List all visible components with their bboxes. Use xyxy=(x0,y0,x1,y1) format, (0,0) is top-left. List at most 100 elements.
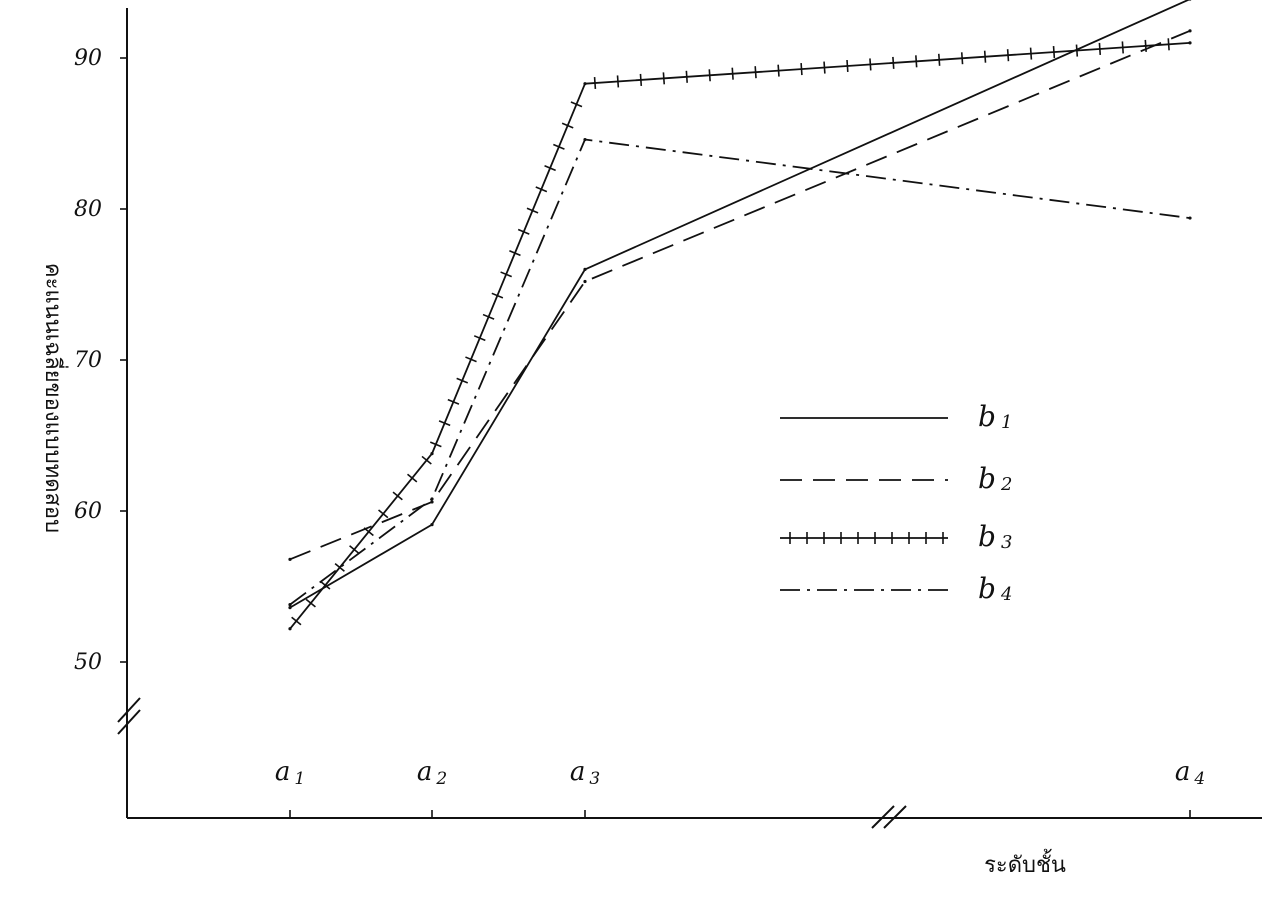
series-tick-b3 xyxy=(593,76,597,90)
x-axis-title: ระดับชั้น xyxy=(984,849,1066,878)
point-b3-a3 xyxy=(583,82,587,86)
series-tick-b3 xyxy=(509,250,521,257)
series-line-b1 xyxy=(289,0,1191,609)
series-tick-b3 xyxy=(363,527,374,537)
series-tick-b3 xyxy=(500,271,512,278)
legend: b 1 b 2 b 3 b 4 xyxy=(780,400,1012,605)
series-line-b2 xyxy=(289,29,1191,561)
series-b4 xyxy=(288,137,1192,607)
point-b1-a4 xyxy=(1188,0,1192,1)
series-tick-b3 xyxy=(482,313,495,320)
series-b2 xyxy=(288,29,1192,561)
point-b3-a2 xyxy=(430,452,434,456)
plot-area xyxy=(288,0,1192,631)
series-tick-b3 xyxy=(915,55,918,68)
series-tick-b3 xyxy=(334,563,345,572)
series-tick-b3 xyxy=(491,292,504,299)
series-tick-b3 xyxy=(429,441,442,448)
y-tick-label-50: 50 xyxy=(74,650,102,675)
y-axis-title: คะแนนเฉลี่ยของแบบทดสอบ xyxy=(40,263,69,533)
series-tick-b3 xyxy=(517,228,530,235)
series-tick-b3 xyxy=(320,580,331,590)
series-tick-b3 xyxy=(662,72,666,85)
series-tick-b3 xyxy=(570,101,583,108)
series-tick-b3 xyxy=(1144,39,1147,52)
series-tick-b3 xyxy=(535,186,548,193)
series-tick-b3 xyxy=(378,509,389,519)
y-axis-break xyxy=(117,697,141,735)
series-tick-b3 xyxy=(526,207,539,214)
point-b1-a2 xyxy=(430,522,434,527)
series-tick-b3 xyxy=(777,64,780,77)
series-tick-b3 xyxy=(1052,46,1056,59)
series-tick-b3 xyxy=(553,143,565,150)
series-tick-b3 xyxy=(823,61,826,74)
point-b1-a1 xyxy=(288,606,292,610)
series-tick-b3 xyxy=(421,455,432,465)
point-b3-a1 xyxy=(288,627,292,631)
series-tick-b3 xyxy=(754,66,757,79)
series-tick-b3 xyxy=(892,56,895,69)
point-b4-a4 xyxy=(1188,216,1192,220)
series-tick-b3 xyxy=(291,616,302,626)
series-tick-b3 xyxy=(708,69,711,82)
point-b2-a3 xyxy=(583,279,587,284)
series-tick-b3 xyxy=(731,67,734,80)
series-tick-b3 xyxy=(407,473,418,483)
series-b3 xyxy=(288,38,1192,631)
series-tick-b3 xyxy=(447,398,460,405)
series-tick-b3 xyxy=(616,75,620,88)
x-axis-break xyxy=(871,805,907,829)
point-b3-a4 xyxy=(1188,41,1192,45)
series-tick-b3 xyxy=(800,63,803,76)
series-tick-b3 xyxy=(937,53,941,66)
series-line-b3 xyxy=(289,42,1191,630)
y-tick-label-60: 60 xyxy=(74,499,102,524)
series-tick-b3 xyxy=(685,70,688,83)
series-tick-b3 xyxy=(960,52,964,65)
series-tick-b3 xyxy=(392,491,403,501)
series-tick-b3 xyxy=(473,335,486,342)
series-tick-b3 xyxy=(1029,47,1033,60)
point-b2-a4 xyxy=(1188,29,1192,33)
series-tick-b3 xyxy=(846,59,849,73)
series-tick-b3 xyxy=(639,73,643,86)
series-tick-b3 xyxy=(1121,41,1124,54)
series-b1 xyxy=(288,0,1192,610)
point-b2-a1 xyxy=(288,557,292,561)
y-tick-label-70: 70 xyxy=(74,348,102,373)
y-tick-label-90: 90 xyxy=(74,46,102,71)
series-tick-b3 xyxy=(1098,42,1102,56)
series-tick-b3 xyxy=(544,165,556,172)
series-tick-b3 xyxy=(869,58,872,71)
y-tick-label-80: 80 xyxy=(74,197,102,222)
series-tick-b3 xyxy=(438,420,451,427)
axes xyxy=(117,8,1262,829)
series-tick-b3 xyxy=(983,50,987,63)
point-b2-a2 xyxy=(430,500,434,504)
point-b4-a2 xyxy=(430,497,434,501)
point-b4-a3 xyxy=(583,137,587,142)
series-line-b4 xyxy=(289,138,1191,606)
series-tick-b3 xyxy=(561,122,574,129)
series-tick-b3 xyxy=(456,377,469,384)
y-ticks: 50 60 70 80 90 xyxy=(74,46,127,675)
series-tick-b3 xyxy=(1075,44,1079,57)
point-b1-a3 xyxy=(583,267,587,271)
series-tick-b3 xyxy=(1167,38,1170,51)
point-b4-a1 xyxy=(288,603,292,607)
